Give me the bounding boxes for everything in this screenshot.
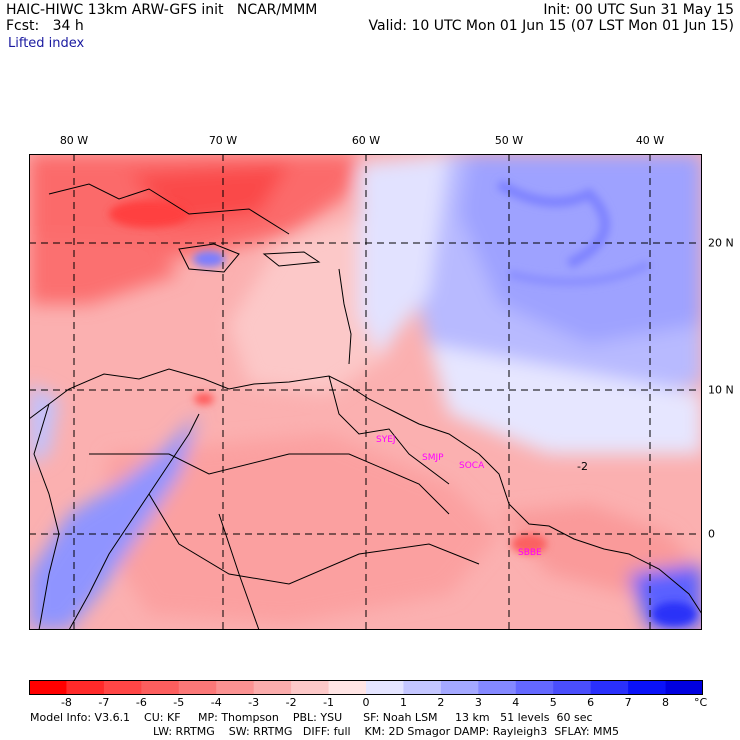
lat-label-eq: 0 (708, 527, 715, 541)
station-label: SMJP (422, 453, 444, 463)
colorbar-tick-label: 3 (474, 696, 482, 709)
colorbar-segment (478, 680, 517, 695)
graticule (29, 154, 702, 630)
lon-label-60w: 60 W (351, 134, 381, 147)
valid-time: Valid: 10 UTC Mon 01 Jun 15 (07 LST Mon … (368, 18, 734, 34)
field-detail (109, 179, 696, 626)
colorbar-segment (141, 680, 180, 695)
model-info-line1: Model Info: V3.6.1 CU: KF MP: Thompson P… (30, 711, 593, 724)
colorbar-unit: °C (694, 696, 708, 709)
colorbar-tick-label: -7 (98, 696, 110, 709)
lon-label-40w: 40 W (635, 134, 665, 147)
lifted-index-map: -2 SYEJ SMJP SOCA SBBE (29, 154, 702, 630)
colorbar-segment (291, 680, 330, 695)
colorbar-segment (366, 680, 404, 695)
colorbar-frame (29, 680, 703, 695)
lon-label-70w: 70 W (208, 134, 238, 147)
colorbar-tick-label: 2 (437, 696, 445, 709)
map-frame (29, 154, 702, 630)
colorbar-segment (628, 680, 667, 695)
colorbar-segment (216, 680, 255, 695)
colorbar-tick-label: -1 (323, 696, 335, 709)
colorbar-tick-label: 1 (399, 696, 407, 709)
init-time: Init: 00 UTC Sun 31 May 15 (543, 2, 734, 18)
colorbar-tick-label: -3 (248, 696, 260, 709)
colorbar-tick-label: -2 (285, 696, 297, 709)
lat-label-20n: 20 N (708, 236, 734, 250)
forecast-hour: Fcst: 34 h (6, 18, 84, 34)
colorbar-segment (590, 680, 629, 695)
colorbar-tick-label: 6 (587, 696, 595, 709)
colorbar-segment (328, 680, 367, 695)
colorbar-tick-label: -8 (60, 696, 72, 709)
colorbar-tick-label: 4 (512, 696, 520, 709)
model-title: HAIC-HIWC 13km ARW-GFS init NCAR/MMM (6, 2, 318, 18)
colorbar-segment (253, 680, 292, 695)
colorbar-segment (178, 680, 217, 695)
colorbar-segment (403, 680, 442, 695)
colorbar-tick-label: 8 (662, 696, 670, 709)
colorbar-tick-label: 0 (362, 696, 370, 709)
field-name: Lifted index (8, 36, 85, 51)
colorbar-segment (553, 680, 592, 695)
station-label: SYEJ (376, 435, 396, 445)
colorbar-segment (665, 680, 703, 695)
colorbar-segment (29, 680, 67, 695)
colorbar-segment (440, 680, 479, 695)
colorbar-tick-label: 5 (549, 696, 557, 709)
colorbar-tick-label: -4 (210, 696, 222, 709)
colorbar-segment (515, 680, 554, 695)
lon-label-50w: 50 W (494, 134, 524, 147)
colorbar-tick-label: 7 (624, 696, 632, 709)
contour-label: -2 (577, 460, 588, 473)
colorbar (29, 680, 703, 695)
lon-label-80w: 80 W (59, 134, 89, 147)
colorbar-tick-label: -5 (173, 696, 185, 709)
colorbar-tick-label: -6 (135, 696, 147, 709)
station-label: SOCA (459, 461, 485, 471)
lat-label-10n: 10 N (708, 383, 734, 397)
model-info-line2: LW: RRTMG SW: RRTMG DIFF: full KM: 2D Sm… (153, 725, 619, 738)
station-label: SBBE (518, 548, 542, 558)
colorbar-segment (66, 680, 105, 695)
colorbar-segment (103, 680, 142, 695)
